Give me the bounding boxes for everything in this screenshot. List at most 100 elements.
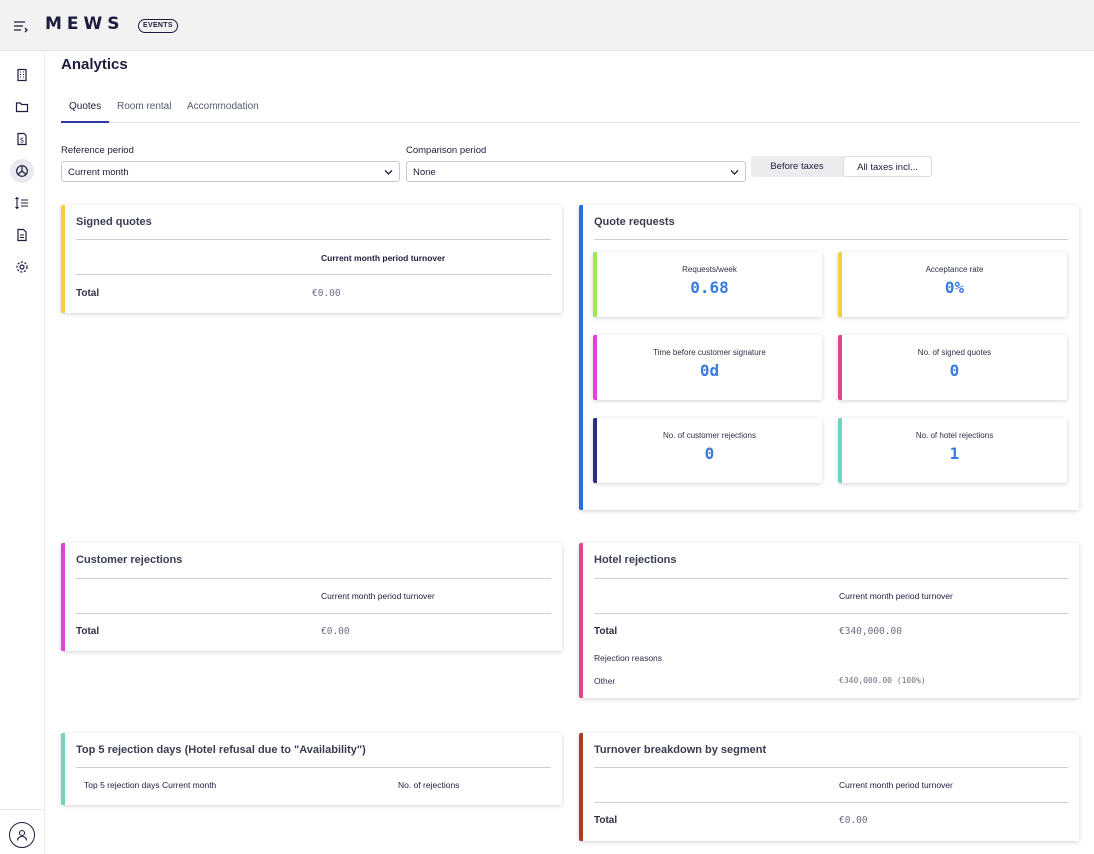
menu-toggle-icon[interactable] <box>12 18 28 34</box>
column-header: Current month period turnover <box>839 591 953 601</box>
analytics-pie-icon[interactable] <box>10 159 34 183</box>
total-value: €0.00 <box>321 626 350 637</box>
top5-rejection-days-card: Top 5 rejection days (Hotel refusal due … <box>61 733 562 805</box>
kpi-value: 0% <box>944 278 965 297</box>
turnover-by-segment-card: Turnover breakdown by segment Current mo… <box>579 733 1079 841</box>
kpi-accent <box>838 252 842 317</box>
reference-period-select[interactable]: Current month <box>61 161 400 182</box>
kpi-accent <box>838 335 842 400</box>
divider <box>76 274 551 275</box>
tab-quotes[interactable]: Quotes <box>61 101 110 123</box>
column-header: Current month period turnover <box>321 591 435 601</box>
hotel-rejections-card: Hotel rejections Current month period tu… <box>579 543 1079 698</box>
user-avatar-icon[interactable] <box>9 822 35 848</box>
tab-room-rental[interactable]: Room rental <box>117 101 172 112</box>
kpi-value: 0d <box>699 361 720 380</box>
divider <box>594 613 1068 614</box>
kpi-value: 0.68 <box>690 278 729 297</box>
divider <box>594 767 1068 768</box>
card-title: Turnover breakdown by segment <box>594 744 767 756</box>
total-value: €0.00 <box>312 288 341 299</box>
mews-logo[interactable]: MEWS <box>45 14 125 34</box>
reason-value: €340,000.00 (100%) <box>839 676 926 685</box>
card-accent <box>579 205 583 510</box>
quote-requests-card: Quote requests Requests/week 0.68 Accept… <box>579 205 1079 510</box>
page-title: Analytics <box>61 56 128 73</box>
kpi-acceptance-rate: Acceptance rate 0% <box>838 252 1067 317</box>
customer-rejections-card: Customer rejections Current month period… <box>61 543 562 651</box>
reference-period-value: Current month <box>68 167 129 178</box>
tab-bar: Quotes Room rental Accommodation <box>61 95 1080 123</box>
kpi-value: 0 <box>949 361 960 380</box>
divider <box>594 578 1068 579</box>
card-title: Quote requests <box>594 216 675 228</box>
invoice-icon[interactable]: $ <box>10 127 34 151</box>
sidebar: $ <box>0 51 45 854</box>
total-label: Total <box>76 288 100 299</box>
divider <box>76 613 551 614</box>
card-title: Top 5 rejection days (Hotel refusal due … <box>76 744 366 756</box>
card-title: Signed quotes <box>76 216 152 228</box>
comparison-period-value: None <box>413 167 436 178</box>
kpi-accent <box>593 418 597 483</box>
kpi-customer-rejections: No. of customer rejections 0 <box>593 418 822 483</box>
sort-list-icon[interactable] <box>10 191 34 215</box>
total-label: Total <box>76 626 100 637</box>
kpi-label: No. of signed quotes <box>917 348 992 357</box>
sidebar-divider <box>0 809 44 810</box>
kpi-label: No. of customer rejections <box>663 431 756 440</box>
kpi-accent <box>593 252 597 317</box>
divider <box>76 239 551 240</box>
signed-quotes-card: Signed quotes Current month period turno… <box>61 205 562 313</box>
kpi-value: 0 <box>704 444 715 463</box>
comparison-period-label: Comparison period <box>406 145 487 156</box>
rejection-reasons-label: Rejection reasons <box>594 653 663 663</box>
column-header-rejections: No. of rejections <box>398 780 460 790</box>
kpi-value: 1 <box>949 444 960 463</box>
card-accent <box>61 733 65 805</box>
reason-name: Other <box>594 676 616 686</box>
settings-gear-icon[interactable] <box>10 255 34 279</box>
card-accent <box>579 543 583 698</box>
card-accent <box>61 543 65 651</box>
column-header: Current month period turnover <box>321 253 446 263</box>
card-title: Hotel rejections <box>594 554 677 566</box>
chevron-down-icon <box>384 168 393 179</box>
chevron-down-icon <box>730 168 739 179</box>
kpi-label: Time before customer signature <box>653 348 766 357</box>
svg-text:$: $ <box>20 137 24 145</box>
tax-toggle: Before taxes All taxes incl... <box>751 156 932 177</box>
kpi-label: No. of hotel rejections <box>915 431 994 440</box>
card-accent <box>579 733 583 841</box>
total-value: €340,000.00 <box>839 626 902 637</box>
column-header-days: Top 5 rejection days Current month <box>84 780 217 790</box>
document-icon[interactable] <box>10 223 34 247</box>
folder-icon[interactable] <box>10 95 34 119</box>
kpi-accent <box>838 418 842 483</box>
card-accent <box>61 205 65 313</box>
card-title: Customer rejections <box>76 554 183 566</box>
building-icon[interactable] <box>10 63 34 87</box>
kpi-hotel-rejections: No. of hotel rejections 1 <box>838 418 1067 483</box>
total-label: Total <box>594 815 618 826</box>
divider <box>76 578 551 579</box>
kpi-requests-week: Requests/week 0.68 <box>593 252 822 317</box>
top-bar: MEWS EVENTS <box>0 0 1094 51</box>
kpi-label: Requests/week <box>682 265 737 274</box>
divider <box>594 802 1068 803</box>
divider <box>594 239 1068 240</box>
tab-accommodation[interactable]: Accommodation <box>187 101 259 112</box>
kpi-time-before-signature: Time before customer signature 0d <box>593 335 822 400</box>
total-label: Total <box>594 626 618 637</box>
total-value: €0.00 <box>839 815 868 826</box>
events-badge: EVENTS <box>138 19 178 33</box>
main-content: Analytics Quotes Room rental Accommodati… <box>45 51 1094 854</box>
kpi-signed-quotes: No. of signed quotes 0 <box>838 335 1067 400</box>
column-header: Current month period turnover <box>839 780 953 790</box>
all-taxes-option[interactable]: All taxes incl... <box>843 156 932 177</box>
divider <box>76 767 551 768</box>
kpi-label: Acceptance rate <box>925 265 984 274</box>
kpi-accent <box>593 335 597 400</box>
comparison-period-select[interactable]: None <box>406 161 746 182</box>
before-taxes-option[interactable]: Before taxes <box>770 161 824 172</box>
